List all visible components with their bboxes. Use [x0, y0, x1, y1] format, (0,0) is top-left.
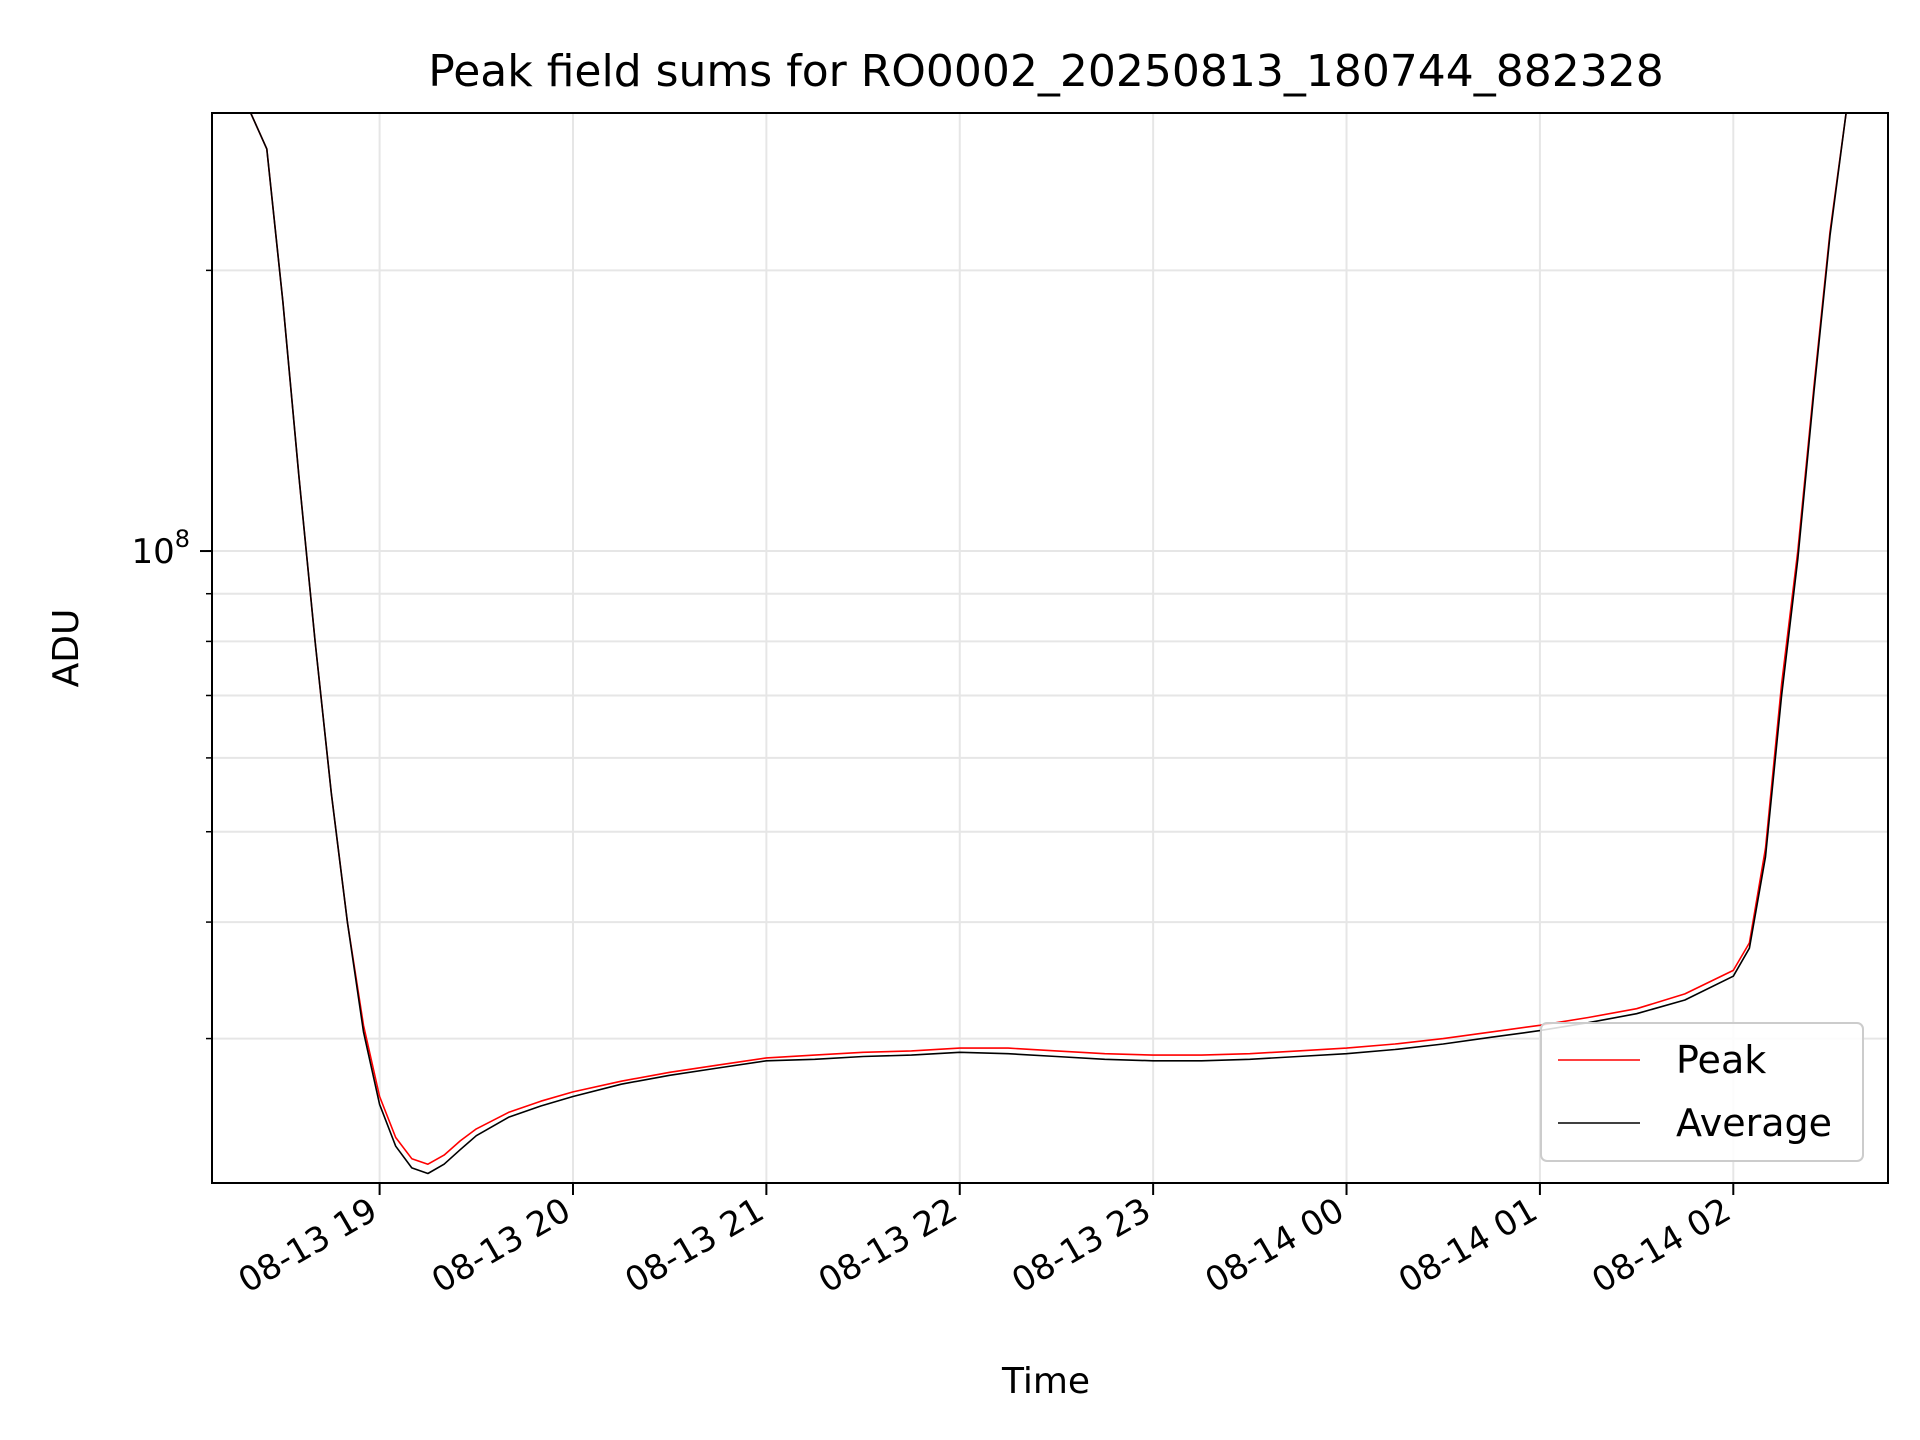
- y-axis-ticks: 108: [131, 269, 212, 1040]
- chart-title: Peak field sums for RO0002_20250813_1807…: [428, 46, 1664, 97]
- y-axis-title: ADU: [46, 609, 87, 688]
- plot-series: [249, 113, 1847, 1175]
- series-line-average: [249, 113, 1847, 1175]
- x-axis-title: Time: [1001, 1361, 1090, 1402]
- legend-box: [1540, 1022, 1864, 1162]
- legend-label-peak: Peak: [1676, 1038, 1766, 1082]
- grid-lines: [212, 113, 1888, 1183]
- series-line-peak: [249, 113, 1847, 1165]
- legend-label-average: Average: [1676, 1101, 1832, 1145]
- y-tick-label: 108: [131, 525, 190, 572]
- legend: Peak Average: [1540, 1022, 1864, 1162]
- plot-area-frame: [211, 112, 1889, 1184]
